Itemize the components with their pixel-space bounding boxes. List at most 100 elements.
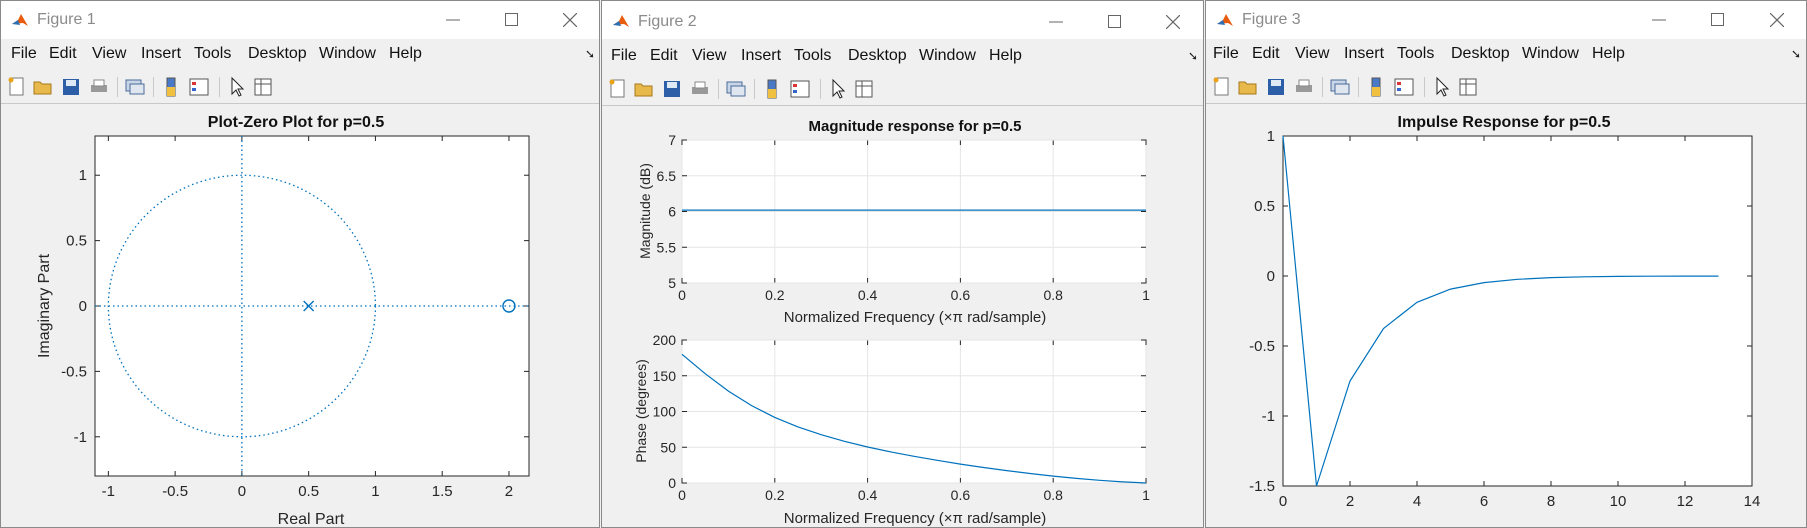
maximize-button[interactable] (490, 5, 534, 35)
x-tick-label: 0.8 (1043, 487, 1063, 503)
title-bar[interactable]: Figure 3 (1206, 1, 1806, 39)
menu-desktop[interactable]: Desktop (1451, 45, 1510, 62)
y-tick-label: 0.5 (66, 233, 87, 250)
menu-insert[interactable]: Insert (1344, 45, 1385, 62)
open-file-icon[interactable] (632, 77, 656, 101)
save-icon[interactable] (59, 75, 83, 99)
window-title: Figure 3 (1242, 11, 1301, 28)
menu-file[interactable]: File (611, 47, 637, 64)
close-button[interactable] (548, 5, 592, 35)
menu-file[interactable]: File (1213, 45, 1239, 62)
y-tick-label: 6 (668, 204, 676, 220)
figure-2-window: Figure 2 File Edit View Insert Tools Des… (601, 0, 1204, 528)
link-plot-icon[interactable] (1328, 75, 1352, 99)
new-figure-icon[interactable] (606, 77, 630, 101)
toolbar-separator (820, 79, 821, 99)
print-icon[interactable] (87, 75, 111, 99)
legend-icon[interactable] (187, 75, 211, 99)
menu-help[interactable]: Help (989, 47, 1022, 64)
x-tick-label: 0.2 (765, 287, 785, 303)
menu-edit[interactable]: Edit (49, 45, 77, 62)
x-tick-label: 6 (1480, 493, 1488, 510)
menu-insert[interactable]: Insert (141, 45, 182, 62)
x-tick-label: 8 (1547, 493, 1555, 510)
menu-insert[interactable]: Insert (741, 47, 782, 64)
x-axis-label: Real Part (278, 511, 345, 528)
impulse-response-plot: Impulse Response for p=0.5 0 2 4 6 8 10 12 1410… (1249, 114, 1760, 510)
new-figure-icon[interactable] (1210, 75, 1234, 99)
open-file-icon[interactable] (1236, 75, 1260, 99)
menu-window[interactable]: Window (919, 47, 976, 64)
x-tick-label: 0 (238, 483, 246, 500)
property-inspector-icon[interactable] (251, 75, 275, 99)
edit-plot-cursor-icon[interactable] (826, 77, 850, 101)
property-inspector-icon[interactable] (1456, 75, 1480, 99)
toolbar (602, 73, 1203, 106)
print-icon[interactable] (1292, 75, 1316, 99)
save-icon[interactable] (660, 77, 684, 101)
matlab-logo-icon (613, 15, 629, 27)
menu-desktop[interactable]: Desktop (248, 45, 307, 62)
close-button[interactable] (1755, 5, 1799, 35)
minimize-button[interactable] (1637, 5, 1681, 35)
minimize-button[interactable] (431, 5, 475, 35)
minimize-button[interactable] (1034, 7, 1078, 37)
colorbar-icon[interactable] (1364, 75, 1388, 99)
y-tick-label: 1 (1267, 128, 1275, 145)
menu-file[interactable]: File (11, 45, 37, 62)
dock-arrow-icon[interactable]: ➘ (585, 47, 596, 61)
menu-help[interactable]: Help (389, 45, 422, 62)
title-bar[interactable]: Figure 2 (602, 1, 1203, 39)
menu-edit[interactable]: Edit (650, 47, 678, 64)
dock-arrow-icon[interactable]: ➘ (1791, 47, 1802, 61)
y-tick-label: 0 (79, 298, 87, 315)
legend-icon[interactable] (788, 77, 812, 101)
property-inspector-icon[interactable] (852, 77, 876, 101)
edit-plot-cursor-icon[interactable] (225, 75, 249, 99)
y-tick-label: 0 (668, 475, 676, 491)
maximize-button[interactable] (1696, 5, 1740, 35)
open-file-icon[interactable] (31, 75, 55, 99)
legend-icon[interactable] (1392, 75, 1416, 99)
y-tick-label: 0 (1267, 268, 1275, 285)
link-plot-icon[interactable] (724, 77, 748, 101)
title-bar[interactable]: Figure 1 (1, 1, 599, 39)
edit-plot-cursor-icon[interactable] (1430, 75, 1454, 99)
menu-view[interactable]: View (1295, 45, 1330, 62)
y-tick-label: 50 (660, 439, 676, 455)
menu-desktop[interactable]: Desktop (848, 47, 907, 64)
toolbar-separator (718, 79, 719, 99)
freqz-plots: Magnitude response for p=0.5 0 0.2 0.4 0.6 0… (633, 118, 1150, 527)
menu-window[interactable]: Window (1522, 45, 1579, 62)
x-tick-label: 2 (1346, 493, 1354, 510)
save-icon[interactable] (1264, 75, 1288, 99)
y-tick-label: 150 (653, 368, 677, 384)
colorbar-icon[interactable] (760, 77, 784, 101)
close-button[interactable] (1151, 7, 1195, 37)
new-figure-icon[interactable] (5, 75, 29, 99)
x-tick-label: 10 (1610, 493, 1627, 510)
menu-tools[interactable]: Tools (1397, 45, 1435, 62)
colorbar-icon[interactable] (159, 75, 183, 99)
print-icon[interactable] (688, 77, 712, 101)
maximize-button[interactable] (1093, 7, 1137, 37)
axes-box (1282, 135, 1753, 487)
menu-tools[interactable]: Tools (794, 47, 832, 64)
x-tick-label: 0.6 (951, 487, 971, 503)
y-tick-label: 200 (653, 332, 677, 348)
link-plot-icon[interactable] (123, 75, 147, 99)
menu-edit[interactable]: Edit (1252, 45, 1280, 62)
magnitude-y-axis-label: Magnitude (dB) (637, 163, 653, 259)
menu-view[interactable]: View (92, 45, 127, 62)
y-axis-label: Imaginary Part (36, 253, 53, 358)
plot-title: Magnitude response for p=0.5 (809, 118, 1022, 135)
menu-tools[interactable]: Tools (194, 45, 232, 62)
menu-view[interactable]: View (692, 47, 727, 64)
impulse-response-line (1282, 135, 1719, 487)
x-tick-label: 1 (1142, 487, 1150, 503)
menu-window[interactable]: Window (319, 45, 376, 62)
menu-help[interactable]: Help (1592, 45, 1625, 62)
dock-arrow-icon[interactable]: ➘ (1188, 49, 1199, 63)
y-tick-label: 5 (668, 275, 676, 291)
phase-x-axis-label: Normalized Frequency (×π rad/sample) (784, 510, 1047, 527)
